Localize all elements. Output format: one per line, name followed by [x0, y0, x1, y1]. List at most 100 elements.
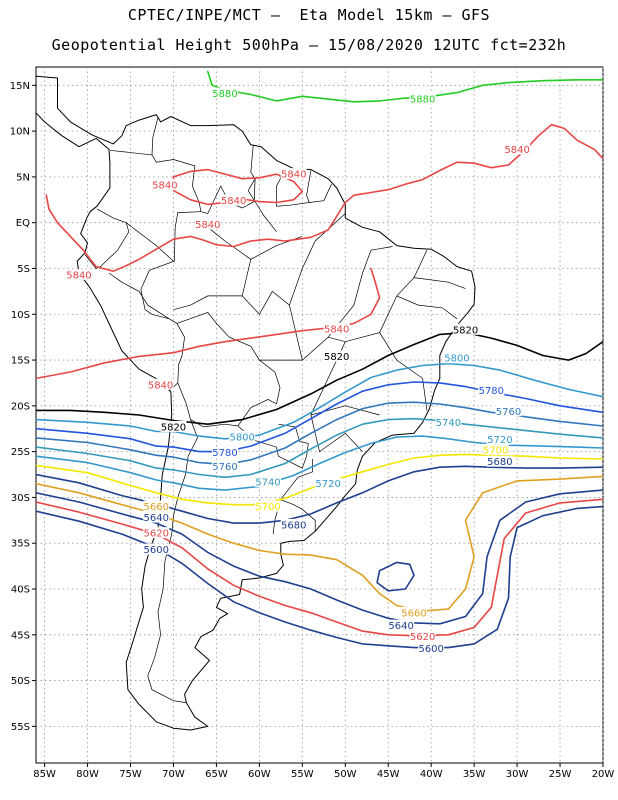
- contour-label-bg: [418, 642, 445, 654]
- contour-label-5740: 5740: [255, 477, 280, 488]
- country-border: [147, 419, 198, 703]
- contour-label-bg: [212, 460, 238, 472]
- lat-tick-label: 20S: [11, 401, 30, 412]
- lat-tick-label: 5N: [16, 172, 30, 183]
- lat-tick-label: 45S: [11, 630, 30, 641]
- contour-label-bg: [504, 143, 531, 155]
- contour-label-5880: 5880: [410, 95, 435, 106]
- contour-label-5840: 5840: [281, 170, 306, 181]
- country-border: [327, 246, 393, 338]
- contour-label-5720: 5720: [315, 479, 340, 490]
- map-subtitle: Geopotential Height 500hPa – 15/08/2020 …: [51, 36, 567, 54]
- contour-label-bg: [486, 455, 513, 467]
- contour-5600: [36, 505, 603, 649]
- contour-label-5660: 5660: [144, 502, 169, 513]
- contour-label-5840: 5840: [504, 145, 529, 156]
- contour-5680: [36, 465, 603, 524]
- lat-tick-label: 10N: [10, 127, 30, 138]
- contour-label-bg: [315, 477, 342, 489]
- contour-label-5840: 5840: [148, 380, 173, 391]
- country-border: [140, 211, 201, 391]
- contour-label-5680: 5680: [281, 520, 306, 531]
- contour-label-5720: 5720: [487, 435, 512, 446]
- contour-label-5620: 5620: [144, 529, 169, 540]
- contour-label-bg: [143, 543, 170, 555]
- contour-label-5700: 5700: [255, 502, 280, 513]
- contour-label-bg: [212, 87, 238, 99]
- lat-tick-label: 50S: [11, 676, 30, 687]
- contour-label-bg: [435, 416, 462, 428]
- contour-label-bg: [443, 352, 470, 364]
- contour-label-bg: [478, 384, 505, 396]
- geography: [36, 75, 476, 731]
- contour-label-5600: 5600: [144, 545, 169, 556]
- contour-label-bg: [160, 420, 187, 432]
- country-border: [289, 170, 312, 206]
- country-border: [396, 295, 458, 320]
- contour-label-bg: [212, 446, 238, 458]
- contour-label-5800: 5800: [444, 354, 469, 365]
- lat-tick-label: 40S: [11, 585, 30, 596]
- contour-label-bg: [143, 500, 170, 512]
- country-border: [272, 459, 313, 535]
- contour-label-5600: 5600: [418, 644, 443, 655]
- country-border: [309, 184, 332, 203]
- contour-5800: [36, 362, 603, 440]
- country-border: [279, 498, 316, 532]
- contour-label-bg: [486, 433, 513, 445]
- contour-label-bg: [409, 630, 436, 642]
- lat-tick-label: 5S: [17, 264, 30, 275]
- contour-label-5820: 5820: [453, 325, 478, 336]
- contour-label-bg: [388, 619, 415, 631]
- contour-label-5640: 5640: [388, 621, 413, 632]
- country-border: [125, 222, 174, 262]
- contour-label-bg: [280, 518, 307, 530]
- contour-label-bg: [229, 430, 256, 442]
- contour-5840: [172, 168, 304, 206]
- country-border: [247, 178, 277, 233]
- lon-tick-label: 70W: [162, 769, 185, 780]
- lon-tick-label: 80W: [76, 769, 99, 780]
- contour-label-5840: 5840: [152, 181, 177, 192]
- lat-tick-label: 25S: [11, 447, 30, 458]
- country-border: [177, 382, 277, 428]
- contour-5840: [45, 123, 603, 273]
- lon-tick-label: 25W: [549, 769, 572, 780]
- contour-label-5820: 5820: [161, 422, 186, 433]
- contour-label-bg: [147, 378, 174, 390]
- lon-tick-label: 40W: [420, 769, 443, 780]
- contour-5880: [207, 70, 603, 103]
- lon-tick-label: 45W: [377, 769, 400, 780]
- contour-label-5680: 5680: [487, 457, 512, 468]
- contour-label-5640: 5640: [144, 513, 169, 524]
- contour-5760: [36, 401, 603, 466]
- contour-5660: [36, 475, 603, 612]
- contour-label-bg: [495, 405, 522, 417]
- contour-label-5660: 5660: [401, 608, 426, 619]
- axis-ticks: 85W 80W 75W 70W 65W 60W 55W 50W 45W 40W 35W 30W 25W 2…: [10, 81, 615, 780]
- contour-label-bg: [280, 168, 307, 180]
- country-border: [151, 117, 159, 155]
- coastline: [36, 75, 476, 731]
- contour-5660: [376, 561, 415, 592]
- contour-label-5840: 5840: [195, 220, 220, 231]
- lon-tick-label: 65W: [205, 769, 228, 780]
- country-border: [413, 277, 466, 289]
- map-title: CPTEC/INPE/MCT – Eta Model 15km – GFS: [127, 6, 491, 24]
- contour-label-bg: [254, 500, 281, 512]
- height-contours: [36, 70, 603, 649]
- contour-label-5840: 5840: [221, 196, 246, 207]
- contour-label-bg: [151, 179, 178, 191]
- contour-label-bg: [323, 350, 350, 362]
- country-border: [176, 311, 281, 405]
- country-border: [207, 227, 252, 296]
- country-border: [84, 208, 130, 269]
- contour-label-5800: 5800: [229, 432, 254, 443]
- contour-label-5760: 5760: [496, 407, 521, 418]
- lon-tick-label: 55W: [291, 769, 314, 780]
- contour-label-bg: [194, 218, 221, 230]
- contour-label-bg: [143, 511, 170, 523]
- lat-tick-label: 35S: [11, 539, 30, 550]
- lon-tick-label: 60W: [248, 769, 271, 780]
